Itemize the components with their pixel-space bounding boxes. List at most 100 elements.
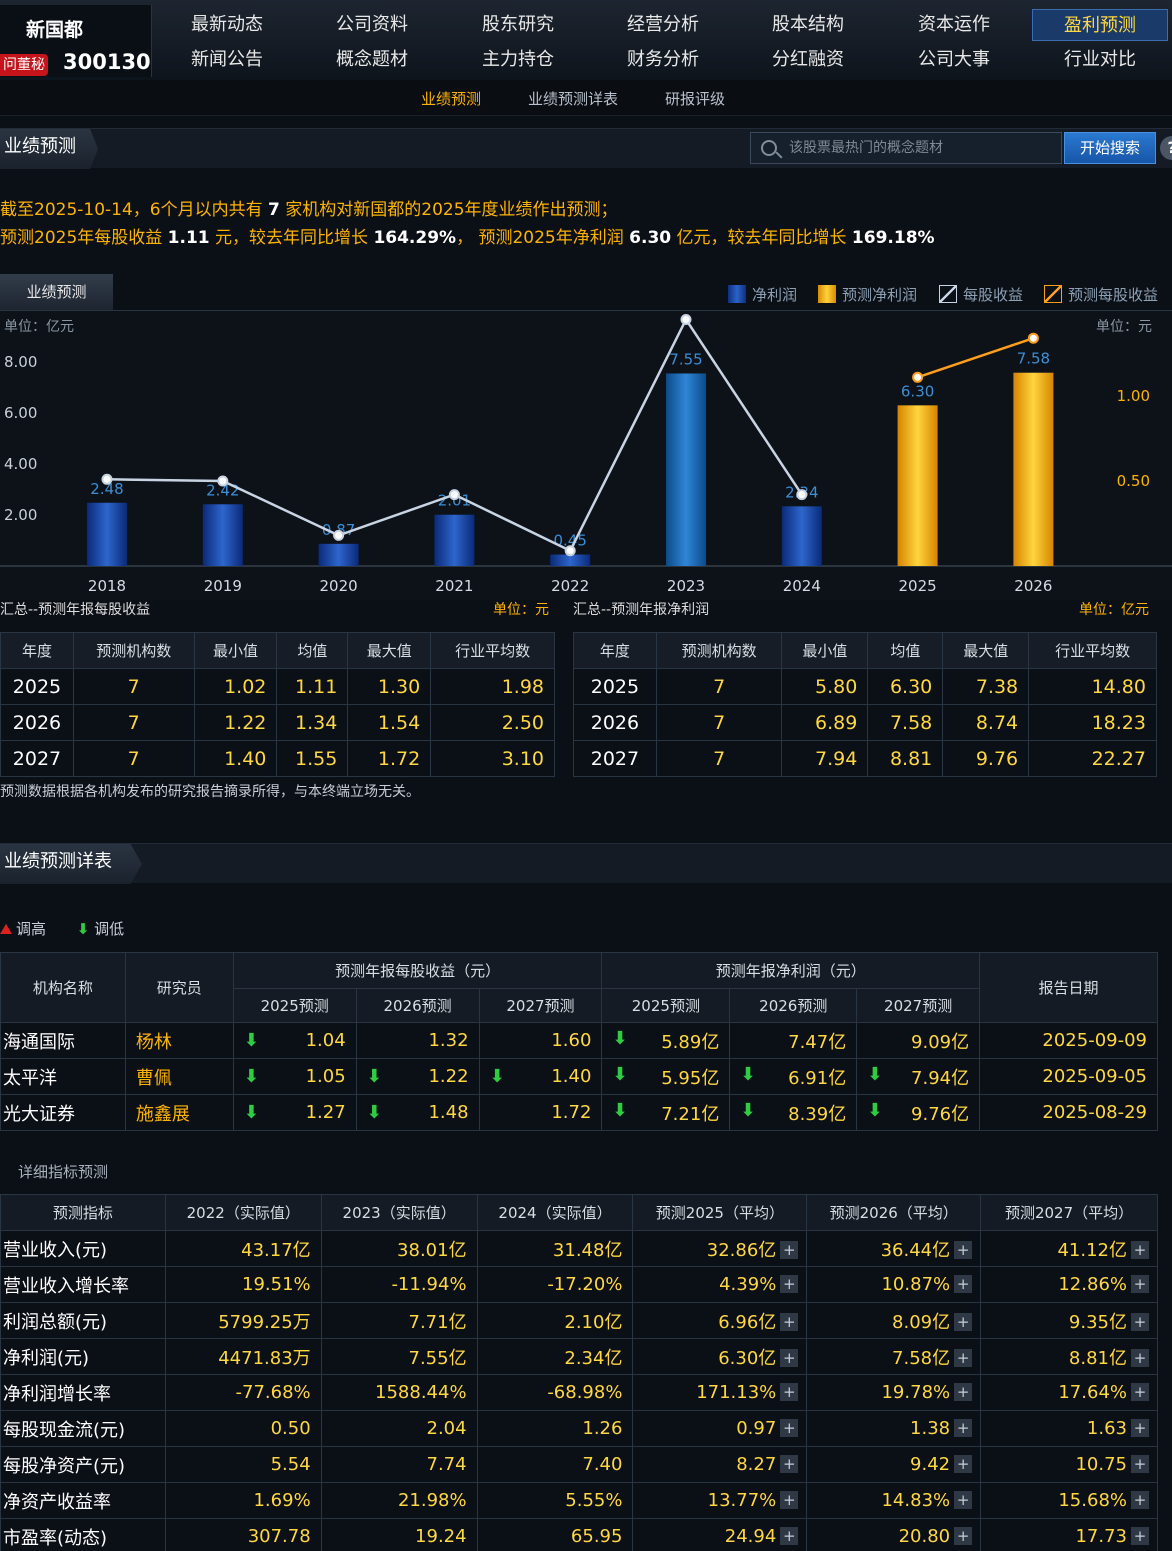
expand-plus-icon[interactable]: + xyxy=(1131,1491,1149,1509)
forecast-cell: 1.72 xyxy=(478,1094,603,1131)
indicator-name: 净资产收益率 xyxy=(0,1482,166,1519)
forecast-cell: ⬇ 6.91亿 xyxy=(729,1058,858,1095)
nav-item[interactable]: 公司大事 xyxy=(918,49,990,70)
ask-secretary-badge[interactable]: 问董秘 xyxy=(0,54,48,76)
table-row: 2026 7 1.22 1.34 1.54 2.50 xyxy=(0,704,555,741)
expand-plus-icon[interactable]: + xyxy=(780,1419,799,1437)
indicator-value: 19.78% + xyxy=(806,1374,982,1411)
indicator-value: 10.87% + xyxy=(806,1266,982,1303)
expand-plus-icon[interactable]: + xyxy=(780,1312,799,1331)
table-cell: 3.10 xyxy=(430,740,555,777)
expand-plus-icon[interactable]: + xyxy=(1131,1275,1149,1293)
summary-text: ， 预测2025年净利润 xyxy=(456,228,630,248)
legend-net-profit[interactable]: 净利润 xyxy=(728,284,797,305)
expand-plus-icon[interactable]: + xyxy=(780,1275,799,1293)
org-name[interactable]: 光大证券 xyxy=(0,1094,126,1131)
indicator-value: -11.94% xyxy=(320,1266,478,1303)
indicator-name: 营业收入(元) xyxy=(0,1230,166,1267)
expand-plus-icon[interactable]: + xyxy=(954,1348,973,1367)
series-line xyxy=(917,337,1034,379)
expand-plus-icon[interactable]: + xyxy=(1131,1455,1149,1473)
expand-plus-icon[interactable]: + xyxy=(780,1383,799,1401)
researcher-name[interactable]: 曹佩 xyxy=(124,1058,234,1095)
section-header-detail: 业绩预测详表 xyxy=(0,843,1172,884)
help-icon[interactable]: ? xyxy=(1160,136,1172,160)
expand-plus-icon[interactable]: + xyxy=(780,1348,799,1367)
expand-plus-icon[interactable]: + xyxy=(1131,1240,1149,1259)
nav-item[interactable]: 公司资料 xyxy=(336,14,408,35)
nav-item[interactable]: 股本结构 xyxy=(772,14,844,35)
legend-eps[interactable]: 每股收益 xyxy=(939,284,1023,305)
indicator-value: 5.55% xyxy=(476,1482,634,1519)
table-cell: 8.81 xyxy=(867,740,944,777)
nav-item[interactable]: 财务分析 xyxy=(627,49,699,70)
nav-item[interactable]: 盈利预测 xyxy=(1032,9,1168,41)
expand-plus-icon[interactable]: + xyxy=(780,1491,799,1509)
expand-plus-icon[interactable]: + xyxy=(780,1455,799,1473)
subnav-rating[interactable]: 研报评级 xyxy=(665,90,726,108)
expand-plus-icon[interactable]: + xyxy=(954,1419,973,1437)
expand-plus-icon[interactable]: + xyxy=(1131,1348,1149,1367)
expand-plus-icon[interactable]: + xyxy=(954,1383,973,1401)
down-arrow-icon: ⬇ xyxy=(489,1066,505,1087)
down-arrow-icon: ⬇ xyxy=(243,1030,259,1051)
subnav-forecast[interactable]: 业绩预测 xyxy=(421,90,482,108)
x-tick-label: 2018 xyxy=(88,577,126,595)
table-cell: 7 xyxy=(655,668,783,705)
subnav-forecast-detail[interactable]: 业绩预测详表 xyxy=(528,90,619,108)
expand-plus-icon[interactable]: + xyxy=(954,1491,973,1509)
nav-item[interactable]: 经营分析 xyxy=(627,14,699,35)
expand-plus-icon[interactable]: + xyxy=(954,1455,973,1473)
y-tick-label: 6.00 xyxy=(4,404,37,422)
legend-forecast-net-profit[interactable]: 预测净利润 xyxy=(818,284,917,305)
disclaimer: 预测数据根据各机构发布的研究报告摘录所得，与本终端立场无关。 xyxy=(0,784,420,800)
nav-item[interactable]: 股东研究 xyxy=(482,14,554,35)
table-cell: 7 xyxy=(72,740,195,777)
table-row: 利润总额(元) 5799.25万 7.71亿 2.10亿 6.96亿 +8.09亿 +9.3… xyxy=(0,1302,1158,1339)
bar-value-label: 0.87 xyxy=(322,521,355,539)
expand-plus-icon[interactable]: + xyxy=(1131,1383,1149,1401)
expand-plus-icon[interactable]: + xyxy=(954,1527,973,1545)
nav-item[interactable]: 分红融资 xyxy=(772,49,844,70)
expand-plus-icon[interactable]: + xyxy=(954,1312,973,1331)
series-point xyxy=(101,473,113,485)
unit-left: 单位：亿元 xyxy=(4,319,74,335)
search-input[interactable] xyxy=(789,133,1059,163)
expand-plus-icon[interactable]: + xyxy=(780,1527,799,1545)
indicator-value: 31.48亿 xyxy=(476,1230,634,1267)
table-header: 2024（实际值） xyxy=(476,1194,634,1231)
stock-name: 新国都 xyxy=(26,19,84,41)
org-name[interactable]: 海通国际 xyxy=(0,1022,126,1059)
y-tick-label: 8.00 xyxy=(4,353,37,371)
researcher-name[interactable]: 杨林 xyxy=(124,1022,234,1059)
search-button[interactable]: 开始搜索 xyxy=(1064,132,1156,164)
bar-value-label: 7.55 xyxy=(669,350,702,368)
nav-item[interactable]: 最新动态 xyxy=(191,14,263,35)
chart-tab[interactable]: 业绩预测 xyxy=(0,274,113,310)
expand-plus-icon[interactable]: + xyxy=(1131,1312,1149,1331)
nav-item[interactable]: 概念题材 xyxy=(336,49,408,70)
org-name[interactable]: 太平洋 xyxy=(0,1058,126,1095)
col-researcher: 研究员 xyxy=(124,952,234,1023)
nav-item[interactable]: 资本运作 xyxy=(918,14,990,35)
table-cell: 2026 xyxy=(0,704,74,741)
table-cell: 7 xyxy=(655,740,783,777)
expand-plus-icon[interactable]: + xyxy=(780,1240,799,1259)
series-point xyxy=(217,475,229,487)
expand-plus-icon[interactable]: + xyxy=(954,1240,973,1259)
expand-plus-icon[interactable]: + xyxy=(954,1275,973,1293)
expand-plus-icon[interactable]: + xyxy=(1131,1419,1149,1437)
expand-plus-icon[interactable]: + xyxy=(1131,1527,1149,1545)
nav-item[interactable]: 行业对比 xyxy=(1064,49,1136,70)
series-point xyxy=(448,489,460,501)
col-np-group: 预测年报净利润（元） xyxy=(601,952,981,989)
researcher-name[interactable]: 施鑫展 xyxy=(124,1094,234,1131)
table-row: 净利润(元) 4471.83万 7.55亿 2.34亿 6.30亿 +7.58亿 +8.81… xyxy=(0,1338,1158,1375)
legend-forecast-eps[interactable]: 预测每股收益 xyxy=(1044,284,1158,305)
indicator-value: 15.68% + xyxy=(980,1482,1158,1519)
summary-text: 截至2025-10-14，6个月以内共有 xyxy=(0,200,269,220)
nav-item[interactable]: 新闻公告 xyxy=(191,49,263,70)
nav-item[interactable]: 主力持仓 xyxy=(482,49,554,70)
indicator-value: 12.86% + xyxy=(980,1266,1158,1303)
table-row: 光大证券 施鑫展 ⬇ 1.27 ⬇ 1.48 1.72 ⬇ 7.21亿 ⬇ 8.39亿 ⬇ 9.76亿 2… xyxy=(0,1094,1158,1131)
